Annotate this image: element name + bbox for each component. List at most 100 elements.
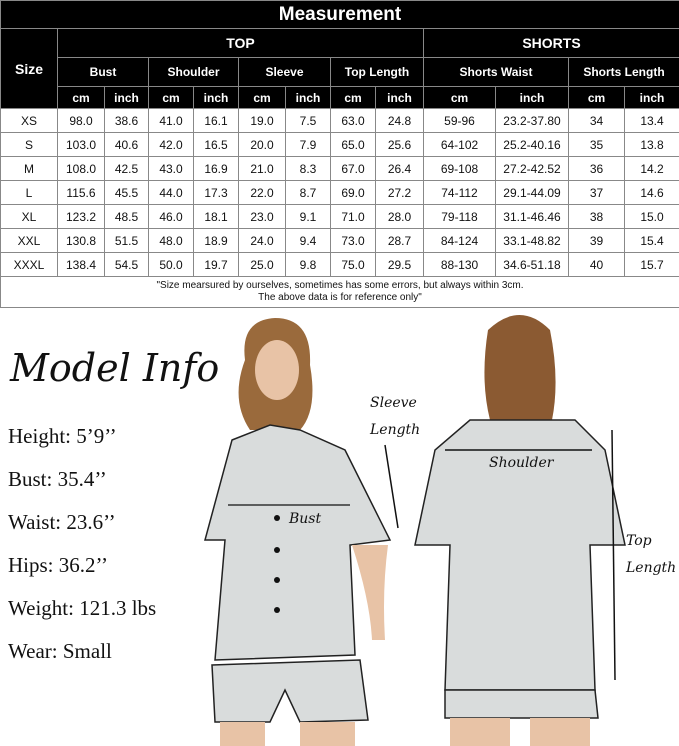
value-cell: 69-108 [423, 156, 496, 181]
unit-header: cm [330, 86, 376, 109]
size-cell: XL [0, 204, 58, 229]
unit-header: cm [238, 86, 286, 109]
value-cell: 38 [568, 204, 625, 229]
value-cell: 20.0 [238, 132, 286, 157]
chart-title: Measurement [0, 0, 679, 29]
value-cell: 9.4 [285, 228, 331, 253]
front-model [204, 318, 392, 746]
measure-header: Shorts Length [568, 57, 679, 87]
value-cell: 14.2 [624, 156, 679, 181]
value-cell: 35 [568, 132, 625, 157]
size-cell: XXL [0, 228, 58, 253]
table-row: XXL 130.8 51.5 48.0 18.9 24.0 9.4 73.0 28.7 84-12… [0, 228, 679, 253]
value-cell: 36 [568, 156, 625, 181]
value-cell: 41.0 [148, 108, 194, 133]
value-cell: 25.0 [238, 252, 286, 277]
unit-header: inch [624, 86, 679, 109]
value-cell: 73.0 [330, 228, 376, 253]
value-cell: 15.0 [624, 204, 679, 229]
model-info-item: Weight: 121.3 lbs [8, 596, 157, 620]
value-cell: 37 [568, 180, 625, 205]
value-cell: 88-130 [423, 252, 496, 277]
value-cell: 34 [568, 108, 625, 133]
value-cell: 84-124 [423, 228, 496, 253]
value-cell: 108.0 [57, 156, 105, 181]
table-row: S 103.0 40.6 42.0 16.5 20.0 7.9 65.0 25.6 64-102 2… [0, 132, 679, 157]
value-cell: 23.0 [238, 204, 286, 229]
value-cell: 13.8 [624, 132, 679, 157]
size-note: "Size mearsured by ourselves, sometimes … [0, 276, 679, 308]
value-cell: 67.0 [330, 156, 376, 181]
unit-header: cm [568, 86, 625, 109]
model-info-item: Waist: 23.6’’ [8, 510, 116, 534]
value-cell: 26.4 [375, 156, 424, 181]
value-cell: 46.0 [148, 204, 194, 229]
value-cell: 27.2-42.52 [495, 156, 569, 181]
value-cell: 115.6 [57, 180, 105, 205]
value-cell: 74-112 [423, 180, 496, 205]
value-cell: 43.0 [148, 156, 194, 181]
value-cell: 54.5 [104, 252, 149, 277]
size-cell: L [0, 180, 58, 205]
value-cell: 33.1-48.82 [495, 228, 569, 253]
value-cell: 65.0 [330, 132, 376, 157]
group-top: TOP [57, 28, 424, 58]
back-model [414, 315, 626, 746]
unit-header: cm [423, 86, 496, 109]
value-cell: 19.7 [193, 252, 239, 277]
value-cell: 28.0 [375, 204, 424, 229]
size-cell: S [0, 132, 58, 157]
value-cell: 48.0 [148, 228, 194, 253]
value-cell: 23.2-37.80 [495, 108, 569, 133]
table-row: XS 98.0 38.6 41.0 16.1 19.0 7.5 63.0 24.8 59-96 23… [0, 108, 679, 133]
measure-header: Top Length [330, 57, 424, 87]
value-cell: 69.0 [330, 180, 376, 205]
value-cell: 15.4 [624, 228, 679, 253]
value-cell: 13.4 [624, 108, 679, 133]
value-cell: 14.6 [624, 180, 679, 205]
value-cell: 16.9 [193, 156, 239, 181]
sleeve-line [384, 444, 399, 529]
value-cell: 8.7 [285, 180, 331, 205]
value-cell: 40.6 [104, 132, 149, 157]
value-cell: 51.5 [104, 228, 149, 253]
value-cell: 18.1 [193, 204, 239, 229]
unit-header: cm [57, 86, 105, 109]
size-cell: XS [0, 108, 58, 133]
value-cell: 25.6 [375, 132, 424, 157]
model-info-item: Wear: Small [8, 639, 112, 663]
value-cell: 16.5 [193, 132, 239, 157]
value-cell: 79-118 [423, 204, 496, 229]
value-cell: 29.1-44.09 [495, 180, 569, 205]
value-cell: 42.0 [148, 132, 194, 157]
unit-header: inch [285, 86, 331, 109]
table-row: L 115.6 45.5 44.0 17.3 22.0 8.7 69.0 27.2 74-112 2… [0, 180, 679, 205]
value-cell: 9.1 [285, 204, 331, 229]
value-cell: 39 [568, 228, 625, 253]
size-chart: Measurement Size TOP SHORTS Bust Shoulder… [0, 0, 679, 308]
measure-header: Bust [57, 57, 149, 87]
unit-header: inch [375, 86, 424, 109]
value-cell: 64-102 [423, 132, 496, 157]
measure-header: Sleeve [238, 57, 331, 87]
value-cell: 7.9 [285, 132, 331, 157]
value-cell: 98.0 [57, 108, 105, 133]
table-row: XL 123.2 48.5 46.0 18.1 23.0 9.1 71.0 28.0 79-118… [0, 204, 679, 229]
bust-label: Bust [289, 511, 322, 527]
value-cell: 22.0 [238, 180, 286, 205]
value-cell: 38.6 [104, 108, 149, 133]
model-info-item: Height: 5’9’’ [8, 424, 117, 448]
value-cell: 34.6-51.18 [495, 252, 569, 277]
unit-header: inch [495, 86, 569, 109]
value-cell: 9.8 [285, 252, 331, 277]
group-shorts: SHORTS [423, 28, 679, 58]
value-cell: 45.5 [104, 180, 149, 205]
size-cell: M [0, 156, 58, 181]
value-cell: 50.0 [148, 252, 194, 277]
sleeve-label: Sleeve [370, 395, 417, 411]
size-header: Size [0, 28, 58, 109]
value-cell: 16.1 [193, 108, 239, 133]
value-cell: 19.0 [238, 108, 286, 133]
unit-header: inch [104, 86, 149, 109]
value-cell: 138.4 [57, 252, 105, 277]
